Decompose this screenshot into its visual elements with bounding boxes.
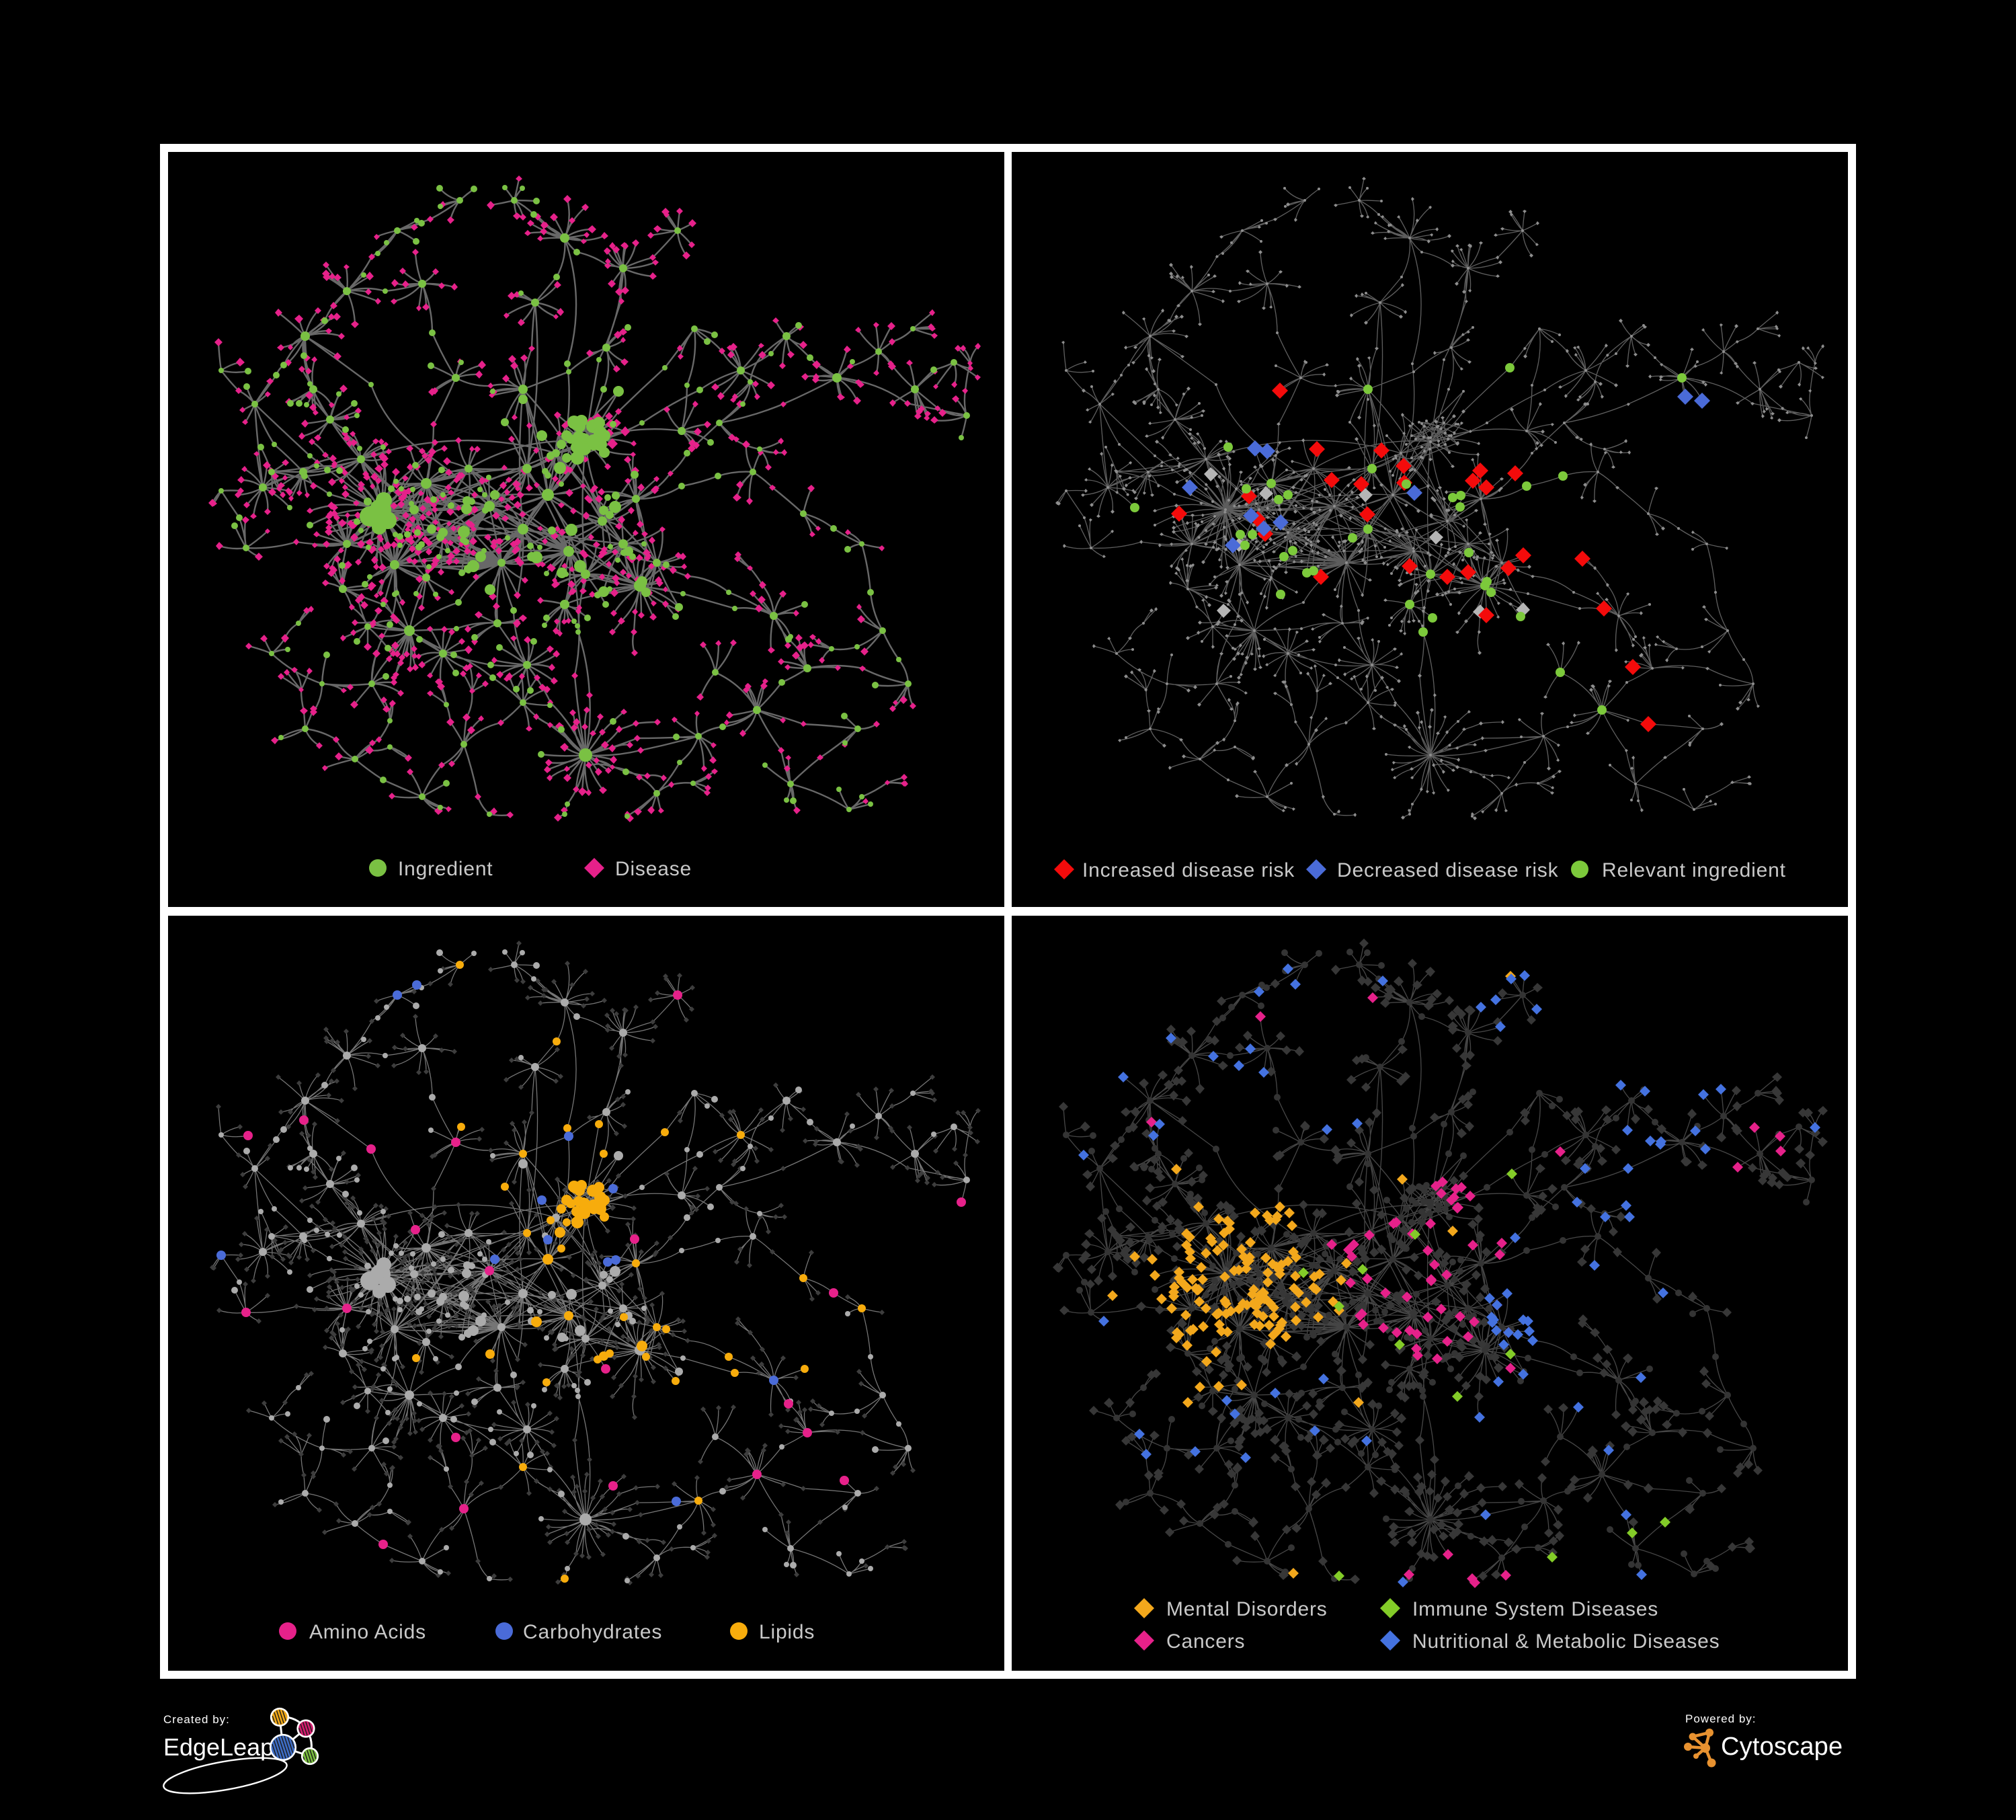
svg-text:Carbohydrates: Carbohydrates (523, 1621, 662, 1643)
svg-text:Amino Acids: Amino Acids (309, 1621, 426, 1643)
svg-text:Disease: Disease (615, 858, 692, 880)
svg-text:Decreased disease risk: Decreased disease risk (1337, 859, 1559, 881)
svg-text:Cytoscape: Cytoscape (1721, 1733, 1843, 1761)
svg-text:Nutritional & Metabolic Diseas: Nutritional & Metabolic Diseases (1412, 1630, 1720, 1653)
svg-text:Powered by:: Powered by: (1685, 1712, 1757, 1725)
svg-text:Ingredient: Ingredient (398, 858, 493, 880)
svg-text:Created by:: Created by: (163, 1713, 230, 1726)
svg-text:Mental Disorders: Mental Disorders (1166, 1598, 1328, 1620)
svg-text:EdgeLeap: EdgeLeap (163, 1733, 274, 1761)
svg-text:Lipids: Lipids (759, 1621, 815, 1643)
svg-text:Increased disease risk: Increased disease risk (1082, 859, 1295, 881)
svg-text:Relevant ingredient: Relevant ingredient (1602, 859, 1786, 881)
svg-text:Cancers: Cancers (1166, 1630, 1245, 1653)
svg-text:Immune System Diseases: Immune System Diseases (1412, 1598, 1658, 1620)
